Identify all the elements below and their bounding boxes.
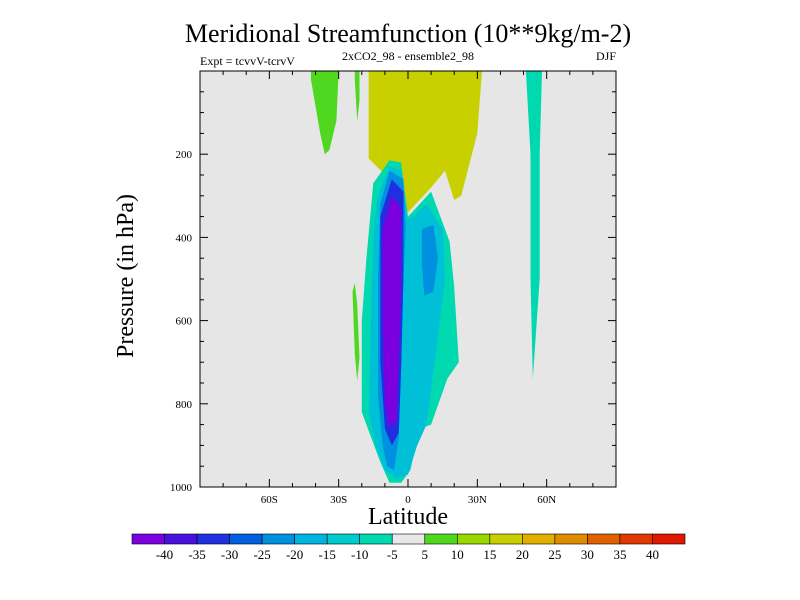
colorbar-label: -15	[319, 547, 336, 562]
region-positive-green-left-thin	[354, 71, 360, 121]
region-positive-green-lower	[352, 283, 360, 381]
x-tick-label: 30N	[468, 494, 487, 506]
region-negative-blue-right	[421, 224, 438, 296]
colorbar-label: 30	[581, 547, 594, 562]
colorbar-swatch	[456, 533, 491, 545]
chart-title: Meridional Streamfunction (10**9kg/m-2)	[185, 19, 631, 48]
colorbar-swatch	[554, 533, 588, 545]
region-negative-core	[382, 195, 402, 429]
x-axis-title: Latitude	[368, 504, 448, 530]
colorbar-label: -10	[351, 547, 368, 562]
x-tick-label: 60N	[537, 494, 556, 506]
colorbar-swatch	[522, 533, 556, 545]
colorbar-swatch	[489, 533, 523, 545]
region-negative-cyan-right	[525, 71, 542, 379]
y-tick-label: 400	[176, 232, 193, 244]
y-tick-label: 600	[176, 316, 193, 328]
x-tick-label: 30S	[330, 494, 347, 506]
colorbar-label: 40	[646, 547, 659, 562]
y-tick-label: 200	[176, 149, 193, 161]
colorbar-swatch	[359, 533, 393, 545]
colorbar-swatch	[587, 533, 621, 545]
y-tick-label: 800	[176, 399, 193, 411]
colorbar-label: -30	[221, 547, 238, 562]
region-positive-green-left	[310, 71, 339, 155]
colorbar-swatch	[619, 533, 653, 545]
colorbar-label: 15	[483, 547, 496, 562]
colorbar-label: -20	[286, 547, 303, 562]
x-tick-label: 0	[405, 494, 411, 506]
colorbar-label: 20	[516, 547, 529, 562]
colorbar-swatch	[294, 533, 328, 545]
colorbar-label: -5	[387, 547, 398, 562]
colorbar-swatch	[391, 533, 426, 545]
colorbar-label: -40	[156, 547, 173, 562]
y-axis-title: Pressure (in hPa)	[113, 194, 139, 358]
axis-ticks: 60S 30S 0 30N 60N 200 400 600 800 1000	[170, 71, 616, 506]
colorbar-label: 35	[613, 547, 626, 562]
colorbar-swatch	[326, 533, 361, 545]
colorbar-swatch	[652, 533, 686, 545]
colorbar-swatch	[229, 533, 263, 545]
colorbar-label: -35	[188, 547, 205, 562]
x-tick-label: 60S	[261, 494, 278, 506]
colorbar-label: 10	[451, 547, 464, 562]
colorbar-label: 5	[422, 547, 429, 562]
colorbar-swatch	[196, 533, 230, 545]
subtitle-left: Expt = tcvvV-tcrvV	[200, 54, 295, 68]
colorbar-swatch	[424, 533, 458, 545]
colorbar-label: 25	[548, 547, 561, 562]
y-tick-label: 1000	[170, 482, 193, 494]
colorbar-label: -25	[253, 547, 270, 562]
subtitle-right: DJF	[596, 49, 616, 63]
colorbar: -40 -35 -30 -25 -20 -15 -10 -5 5 10 15 20 25 30 35 40	[131, 533, 686, 562]
subtitle-center: 2xCO2_98 - ensemble2_98	[342, 49, 474, 63]
colorbar-swatch	[131, 533, 165, 545]
colorbar-swatch	[164, 533, 198, 545]
colorbar-swatch	[261, 533, 295, 545]
contour-regions	[310, 71, 542, 483]
